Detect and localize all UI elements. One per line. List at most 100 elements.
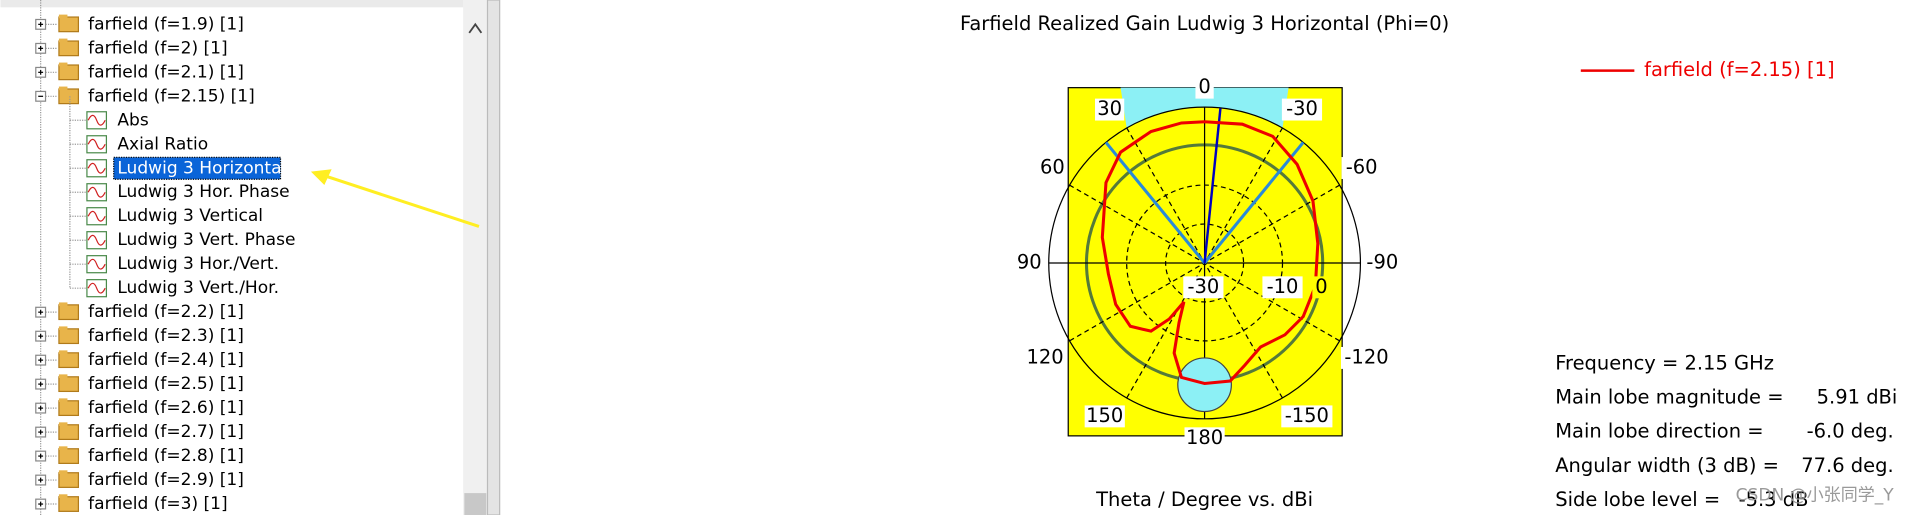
result-wave <box>87 162 106 174</box>
tree-item[interactable]: Ludwig 3 Vertical <box>117 206 263 226</box>
tree-item[interactable]: farfield (f=2.8) [1] <box>88 446 244 466</box>
info-label: Angular width (3 dB) = <box>1555 454 1779 477</box>
info-value: 5.91 dBi <box>1817 386 1898 409</box>
label-bg <box>1195 76 1214 99</box>
folder-icon <box>58 304 80 321</box>
folder-icon <box>58 88 80 105</box>
tree-item[interactable]: farfield (f=1.9) [1] <box>88 14 244 34</box>
label-bg <box>1362 252 1403 274</box>
folder-tab <box>58 374 68 379</box>
folder-icon <box>58 400 80 417</box>
folder-icon <box>58 328 80 345</box>
info-value: 77.6 deg. <box>1801 454 1893 477</box>
angle-label: 0 <box>1198 75 1210 98</box>
tree-item[interactable]: Abs <box>117 110 148 130</box>
folder-icon <box>58 472 80 488</box>
label-bg <box>1312 276 1331 299</box>
label-bg <box>1095 98 1125 121</box>
angle-label: 150 <box>1086 404 1123 427</box>
angle-label: 90 <box>1017 250 1042 273</box>
folder-icon <box>58 424 80 441</box>
splitter[interactable] <box>486 0 501 515</box>
tree-item[interactable]: farfield (f=3) [1] <box>88 494 228 514</box>
selection <box>113 156 282 180</box>
angle-label: 0 <box>1315 275 1327 298</box>
scrollbar[interactable] <box>463 0 488 515</box>
main-lobe-direction <box>1203 108 1222 264</box>
result-wave <box>87 282 106 294</box>
label-bg <box>1262 276 1303 299</box>
scroll-thumb[interactable] <box>464 493 487 515</box>
info-label: Main lobe magnitude = <box>1555 386 1783 409</box>
angle-label: -60 <box>1346 156 1378 179</box>
label-bg <box>1281 405 1333 428</box>
label-bg <box>1037 157 1068 179</box>
cyan-wedge <box>1120 87 1289 128</box>
label-bg <box>1281 98 1323 121</box>
tree-item[interactable]: farfield (f=2.7) [1] <box>88 422 244 442</box>
watermark: CSDN @小张同学_Y <box>1736 486 1895 506</box>
angle-label: 60 <box>1040 156 1065 179</box>
pattern-curve <box>1100 120 1320 386</box>
plot-title: Farfield Realized Gain Ludwig 3 Horizont… <box>960 12 1449 35</box>
folder-tab <box>58 470 68 474</box>
result-wave <box>87 138 106 150</box>
folder-icon <box>58 448 80 464</box>
tree-item[interactable]: Axial Ratio <box>117 134 208 154</box>
label-bg <box>1341 157 1382 179</box>
angle-label: -120 <box>1344 345 1388 368</box>
label-bg <box>1084 405 1125 428</box>
folder-tab <box>58 398 68 403</box>
label-bg <box>1014 252 1044 274</box>
tree-item[interactable]: farfield (f=2.15) [1] <box>88 86 255 106</box>
tree-item[interactable]: farfield (f=2.9) [1] <box>88 470 244 490</box>
folder-icon <box>58 40 80 57</box>
tree-item[interactable]: Ludwig 3 Hor. Phase <box>117 182 289 202</box>
result-wave <box>87 186 106 198</box>
folder-tab <box>58 86 68 91</box>
result-wave <box>87 234 106 246</box>
folder-tab <box>58 446 68 450</box>
tree-item[interactable]: Ludwig 3 Vert./Hor. <box>117 278 279 298</box>
label-bg <box>1025 346 1066 369</box>
folder-tab <box>58 62 68 67</box>
tree-item[interactable]: farfield (f=2.3) [1] <box>88 326 244 346</box>
result-wave <box>87 114 106 126</box>
angle-label: -150 <box>1285 404 1329 427</box>
folder-tab <box>58 494 68 498</box>
tree-item[interactable]: Ludwig 3 Vert. Phase <box>117 230 295 250</box>
polar-plot: 0 30 -30 60 -60 90 -90 120 -120 150 -150 180 -30 -10 0 <box>1014 75 1403 450</box>
folder-tab <box>58 422 68 427</box>
folder-tab <box>58 38 68 43</box>
angle-label: 180 <box>1186 426 1223 449</box>
tree-item[interactable]: farfield (f=2.6) [1] <box>88 398 244 418</box>
folder-icon <box>58 376 80 393</box>
tree-item[interactable]: Ludwig 3 Horizontal <box>117 158 286 178</box>
folder-icon <box>58 496 80 512</box>
legend-label[interactable]: farfield (f=2.15) [1] <box>1644 58 1834 81</box>
info-panel: Frequency = 2.15 GHz Main lobe magnitude … <box>1555 352 1897 511</box>
angle-label: -30 <box>1286 97 1318 120</box>
tree-item[interactable]: farfield (f=2) [1] <box>88 38 228 58</box>
info-label: Frequency = 2.15 GHz <box>1555 352 1774 375</box>
tree-item[interactable]: farfield (f=2.1) [1] <box>88 62 244 82</box>
angle-label: -10 <box>1267 275 1299 298</box>
folder-icon <box>58 64 80 81</box>
tree-item[interactable]: farfield (f=2.5) [1] <box>88 374 244 394</box>
annotation-arrow <box>318 172 480 228</box>
folder-tab <box>58 302 68 307</box>
angle-label: 120 <box>1027 345 1064 368</box>
tree-item[interactable]: farfield (f=2.4) [1] <box>88 350 244 370</box>
folder-icon <box>58 352 80 369</box>
tree-item[interactable]: Ludwig 3 Hor./Vert. <box>117 254 279 274</box>
angle-label: -90 <box>1366 250 1398 273</box>
panel-top <box>0 0 488 8</box>
scroll-up[interactable] <box>468 22 483 34</box>
beam-edge <box>1203 141 1305 264</box>
tree-item[interactable]: farfield (f=2.2) [1] <box>88 302 244 322</box>
info-label: Main lobe direction = <box>1555 420 1763 443</box>
angle-label: 30 <box>1097 97 1122 120</box>
info-value: -6.0 deg. <box>1807 420 1894 443</box>
